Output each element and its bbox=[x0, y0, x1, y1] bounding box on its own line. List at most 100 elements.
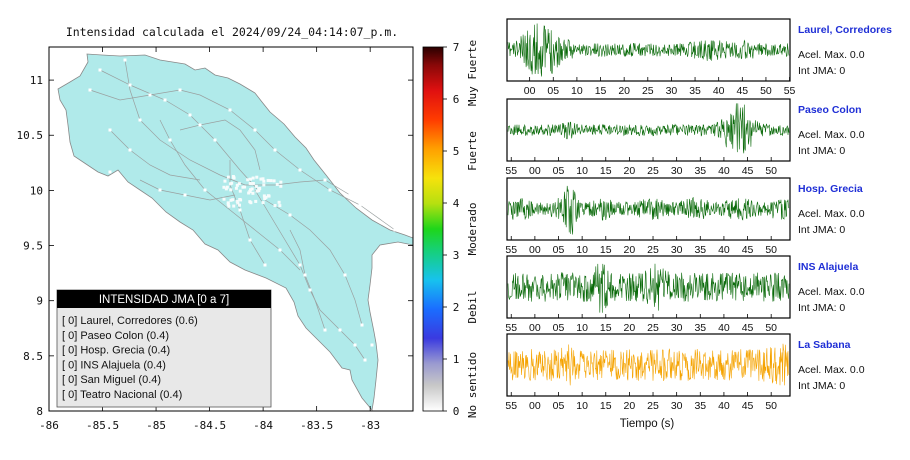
trace-tick-label: 30 bbox=[671, 165, 683, 177]
trace-tick-label: 15 bbox=[600, 322, 612, 334]
cluster-marker bbox=[227, 204, 231, 208]
legend-entry: [ 0] Paseo Colon (0.4) bbox=[62, 330, 169, 342]
station-name: Paseo Colon bbox=[798, 104, 862, 116]
cluster-marker bbox=[275, 182, 279, 186]
station-name: Laurel, Corredores bbox=[798, 24, 892, 36]
map-x-axis: -86 -85.5 -85 -84.5 -84 -83.5 -83 bbox=[39, 47, 380, 432]
town-marker bbox=[278, 248, 282, 252]
legend-box bbox=[56, 289, 272, 408]
trace-tick-label: 20 bbox=[624, 165, 636, 177]
trace-panel: 00 05 10 15 20 25 30 35 40 45 50 55 Laurel, Corredor… bbox=[506, 18, 892, 97]
cluster-marker bbox=[254, 184, 258, 188]
trace-tick-label: 30 bbox=[671, 400, 683, 412]
town-marker bbox=[158, 188, 162, 192]
costa-rica-landmass bbox=[57, 53, 413, 411]
cluster-marker bbox=[266, 178, 270, 182]
trace-waveform bbox=[507, 343, 790, 386]
town-marker bbox=[273, 148, 277, 152]
colorbar-gradient bbox=[422, 46, 444, 412]
map-x-tick-label: -85 bbox=[146, 419, 166, 432]
trace-tick-label: 30 bbox=[671, 244, 683, 256]
cluster-marker bbox=[277, 200, 281, 204]
trace-waveform bbox=[507, 103, 790, 154]
colorbar-tick-label: 1 bbox=[453, 353, 460, 366]
trace-tick-label: 15 bbox=[600, 244, 612, 256]
legend-entry: [ 0] Hosp. Grecia (0.4) bbox=[62, 345, 170, 357]
traces-xlabel: Tiempo (s) bbox=[620, 418, 675, 430]
trace-tick-label: 45 bbox=[742, 400, 754, 412]
map-y-tick-label: 9.5 bbox=[23, 240, 43, 253]
cluster-marker bbox=[259, 177, 263, 181]
town-marker bbox=[88, 88, 92, 92]
trace-tick-label: 50 bbox=[760, 85, 772, 97]
cluster-marker bbox=[249, 201, 253, 205]
cluster-marker bbox=[255, 189, 259, 193]
colorbar-category: No sentido bbox=[466, 352, 479, 418]
town-marker bbox=[360, 323, 364, 327]
cluster-marker bbox=[237, 182, 241, 186]
colorbar-tick-label: 6 bbox=[453, 93, 460, 106]
town-marker bbox=[213, 138, 217, 142]
map-title: Intensidad calculada el 2024/09/24_04:14… bbox=[66, 25, 398, 39]
cluster-marker bbox=[223, 179, 227, 183]
cluster-marker bbox=[226, 175, 230, 179]
trace-tick-label: 50 bbox=[765, 165, 777, 177]
cluster-marker bbox=[222, 197, 226, 201]
cluster-marker bbox=[250, 187, 254, 191]
cluster-marker bbox=[243, 185, 247, 189]
cluster-marker bbox=[262, 179, 266, 183]
cluster-marker bbox=[262, 194, 266, 198]
map-x-tick-label: -85.5 bbox=[86, 419, 119, 432]
cluster-marker bbox=[273, 204, 277, 208]
cluster-marker bbox=[241, 185, 245, 189]
trace-tick-label: 45 bbox=[736, 85, 748, 97]
town-marker bbox=[358, 203, 362, 207]
cluster-marker bbox=[264, 195, 268, 199]
trace-tick-label: 10 bbox=[576, 165, 588, 177]
town-marker bbox=[128, 83, 132, 87]
trace-frame bbox=[506, 255, 791, 319]
trace-tick-label: 35 bbox=[689, 85, 701, 97]
town-marker bbox=[238, 208, 242, 212]
trace-tick-label: 15 bbox=[600, 165, 612, 177]
cluster-marker bbox=[231, 198, 235, 202]
trace-tick-label: 50 bbox=[765, 400, 777, 412]
cluster-marker bbox=[235, 199, 239, 203]
cluster-marker bbox=[272, 179, 276, 183]
cluster-marker bbox=[248, 181, 252, 185]
town-marker bbox=[123, 58, 127, 62]
town-marker bbox=[353, 343, 357, 347]
town-marker bbox=[163, 98, 167, 102]
colorbar-category: Debil bbox=[466, 290, 479, 323]
town-marker bbox=[228, 108, 232, 112]
trace-tick-label: 40 bbox=[718, 322, 730, 334]
trace-tick-label: 05 bbox=[553, 322, 565, 334]
colorbar-tick-label: 5 bbox=[453, 145, 460, 158]
cluster-marker bbox=[235, 183, 239, 187]
colorbar-tick-label: 4 bbox=[453, 197, 460, 210]
trace-tick-label: 55 bbox=[784, 85, 796, 97]
trace-tick-label: 25 bbox=[642, 85, 654, 97]
town-marker bbox=[298, 263, 302, 267]
station-jma: Int JMA: 0 bbox=[798, 224, 845, 236]
intensity-colorbar: 7 6 5 4 3 2 1 0 Muy Fuerte Fuerte Moderado Debil No… bbox=[422, 40, 479, 418]
trace-tick-label: 30 bbox=[671, 322, 683, 334]
map-y-tick-label: 10.5 bbox=[17, 129, 44, 142]
trace-tick-label: 40 bbox=[718, 400, 730, 412]
station-jma: Int JMA: 0 bbox=[798, 380, 845, 392]
town-markers bbox=[88, 58, 397, 362]
town-marker bbox=[303, 273, 307, 277]
town-marker bbox=[138, 118, 142, 122]
colorbar-tick-label: 2 bbox=[453, 301, 460, 314]
colorbar-category: Fuerte bbox=[466, 131, 479, 171]
cluster-marker bbox=[261, 177, 265, 181]
map-x-tick-label: -83.5 bbox=[300, 419, 333, 432]
town-marker bbox=[328, 188, 332, 192]
town-marker bbox=[168, 138, 172, 142]
trace-panel: 55 00 05 10 15 20 25 30 35 40 45 50 Hosp. Grecia Acel… bbox=[505, 177, 865, 256]
town-marker bbox=[128, 148, 132, 152]
cluster-marker bbox=[238, 203, 242, 207]
trace-panel: 55 00 05 10 15 20 25 30 35 40 45 50 INS Alajuela Acel… bbox=[505, 255, 865, 334]
trace-tick-label: 55 bbox=[505, 322, 517, 334]
station-accel: Acel. Max. 0.0 bbox=[798, 129, 865, 141]
